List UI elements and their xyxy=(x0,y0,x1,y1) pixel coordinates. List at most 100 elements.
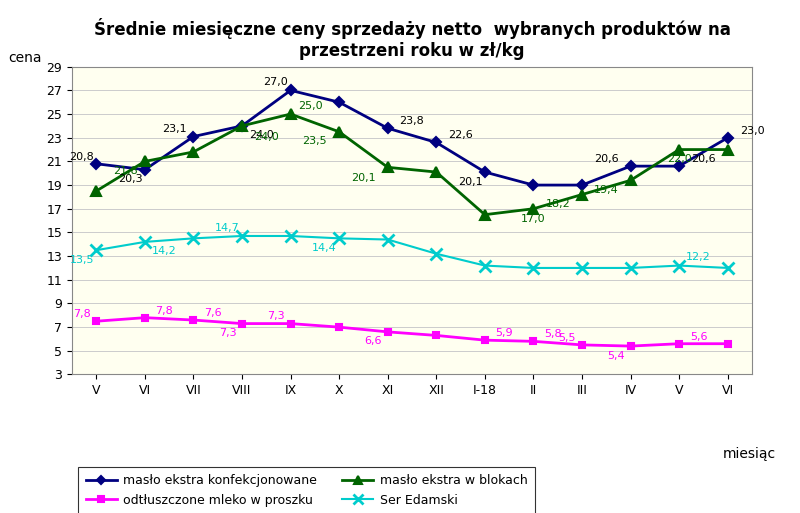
Text: 5,4: 5,4 xyxy=(607,350,625,361)
Ser Edamski xyxy=(723,265,733,271)
Legend: masło ekstra konfekcjonowane, odtłuszczone mleko w proszku, masło ekstra w bloka: masło ekstra konfekcjonowane, odtłuszczo… xyxy=(78,467,535,513)
Text: 20,1: 20,1 xyxy=(458,176,482,187)
Text: 23,1: 23,1 xyxy=(162,125,186,134)
Ser Edamski xyxy=(383,236,393,243)
Ser Edamski xyxy=(286,233,295,239)
Text: 23,0: 23,0 xyxy=(740,126,764,135)
Ser Edamski xyxy=(431,251,441,257)
Text: 20,6: 20,6 xyxy=(691,154,716,164)
masło ekstra w blokach xyxy=(431,169,441,175)
Text: 25,0: 25,0 xyxy=(298,101,322,111)
masło ekstra w blokach xyxy=(529,206,538,212)
Line: odtłuszczone mleko w proszku: odtłuszczone mleko w proszku xyxy=(93,314,731,349)
Ser Edamski xyxy=(237,233,246,239)
Text: 7,8: 7,8 xyxy=(155,306,173,315)
masło ekstra konfekcjonowane xyxy=(723,134,733,141)
masło ekstra w blokach xyxy=(578,191,587,198)
Text: 12,2: 12,2 xyxy=(686,252,711,262)
Text: 13,5: 13,5 xyxy=(70,254,94,265)
Text: 14,2: 14,2 xyxy=(152,246,177,256)
odtłuszczone mleko w proszku xyxy=(529,338,538,344)
odtłuszczone mleko w proszku xyxy=(237,321,246,327)
Text: 22,0: 22,0 xyxy=(666,154,691,164)
masło ekstra w blokach xyxy=(723,147,733,153)
odtłuszczone mleko w proszku xyxy=(91,318,101,324)
Text: 18,2: 18,2 xyxy=(546,199,570,209)
masło ekstra konfekcjonowane xyxy=(529,182,538,188)
Text: 5,9: 5,9 xyxy=(495,328,513,338)
masło ekstra konfekcjonowane xyxy=(626,163,635,169)
Ser Edamski xyxy=(334,235,344,242)
Text: 5,8: 5,8 xyxy=(544,329,562,339)
Ser Edamski xyxy=(674,263,684,269)
masło ekstra konfekcjonowane xyxy=(91,161,101,167)
Text: miesiąc: miesiąc xyxy=(723,447,776,461)
masło ekstra konfekcjonowane xyxy=(578,182,587,188)
Ser Edamski xyxy=(578,265,587,271)
odtłuszczone mleko w proszku xyxy=(578,342,587,348)
Text: 27,0: 27,0 xyxy=(264,77,288,87)
odtłuszczone mleko w proszku xyxy=(383,329,393,335)
odtłuszczone mleko w proszku xyxy=(334,324,344,330)
Text: 23,5: 23,5 xyxy=(302,136,327,146)
Text: 5,6: 5,6 xyxy=(690,331,707,342)
Text: 21,8: 21,8 xyxy=(113,166,138,176)
Ser Edamski xyxy=(189,235,198,242)
Ser Edamski xyxy=(529,265,538,271)
Text: 22,6: 22,6 xyxy=(448,130,473,141)
masło ekstra w blokach xyxy=(140,159,150,165)
Text: 19,4: 19,4 xyxy=(594,185,618,195)
masło ekstra w blokach xyxy=(91,188,101,194)
odtłuszczone mleko w proszku xyxy=(286,321,295,327)
Text: 5,5: 5,5 xyxy=(558,333,576,343)
Line: masło ekstra w blokach: masło ekstra w blokach xyxy=(91,109,733,220)
odtłuszczone mleko w proszku xyxy=(723,341,733,347)
masło ekstra w blokach xyxy=(286,111,295,117)
masło ekstra konfekcjonowane xyxy=(334,99,344,105)
odtłuszczone mleko w proszku xyxy=(674,341,684,347)
masło ekstra w blokach xyxy=(383,164,393,170)
masło ekstra konfekcjonowane xyxy=(286,87,295,93)
Ser Edamski xyxy=(480,263,490,269)
Text: 20,6: 20,6 xyxy=(594,154,618,164)
Line: Ser Edamski: Ser Edamski xyxy=(90,230,734,273)
masło ekstra konfekcjonowane xyxy=(140,167,150,173)
masło ekstra konfekcjonowane xyxy=(383,125,393,131)
Text: 14,4: 14,4 xyxy=(312,243,337,253)
Text: 7,3: 7,3 xyxy=(218,328,236,338)
masło ekstra w blokach xyxy=(480,211,490,218)
masło ekstra konfekcjonowane xyxy=(674,163,684,169)
masło ekstra w blokach xyxy=(334,129,344,135)
odtłuszczone mleko w proszku xyxy=(431,332,441,339)
Text: 7,8: 7,8 xyxy=(73,309,90,319)
odtłuszczone mleko w proszku xyxy=(480,337,490,343)
masło ekstra konfekcjonowane xyxy=(480,169,490,175)
odtłuszczone mleko w proszku xyxy=(189,317,198,323)
Text: 20,3: 20,3 xyxy=(118,174,142,184)
Text: 7,3: 7,3 xyxy=(267,311,285,322)
odtłuszczone mleko w proszku xyxy=(140,314,150,321)
Title: Średnie miesięczne ceny sprzedaży netto  wybranych produktów na
przestrzeni roku: Średnie miesięczne ceny sprzedaży netto … xyxy=(94,18,730,60)
Text: 20,8: 20,8 xyxy=(70,152,94,162)
masło ekstra w blokach xyxy=(626,177,635,184)
Ser Edamski xyxy=(91,247,101,253)
Text: 6,6: 6,6 xyxy=(364,337,382,346)
Text: 24,0: 24,0 xyxy=(254,131,278,142)
masło ekstra konfekcjonowane xyxy=(431,140,441,146)
masło ekstra w blokach xyxy=(189,149,198,155)
Text: 14,7: 14,7 xyxy=(215,223,240,233)
Ser Edamski xyxy=(140,239,150,245)
Text: 24,0: 24,0 xyxy=(249,130,274,141)
masło ekstra w blokach xyxy=(674,147,684,153)
masło ekstra w blokach xyxy=(237,123,246,129)
masło ekstra konfekcjonowane xyxy=(189,133,198,140)
masło ekstra konfekcjonowane xyxy=(237,123,246,129)
Text: 17,0: 17,0 xyxy=(521,214,546,224)
Ser Edamski xyxy=(626,265,635,271)
Text: 7,6: 7,6 xyxy=(204,308,222,318)
odtłuszczone mleko w proszku xyxy=(626,343,635,349)
Text: 20,1: 20,1 xyxy=(351,173,376,183)
Text: cena: cena xyxy=(8,51,42,65)
Text: 23,8: 23,8 xyxy=(400,116,424,126)
Line: masło ekstra konfekcjonowane: masło ekstra konfekcjonowane xyxy=(93,87,731,189)
